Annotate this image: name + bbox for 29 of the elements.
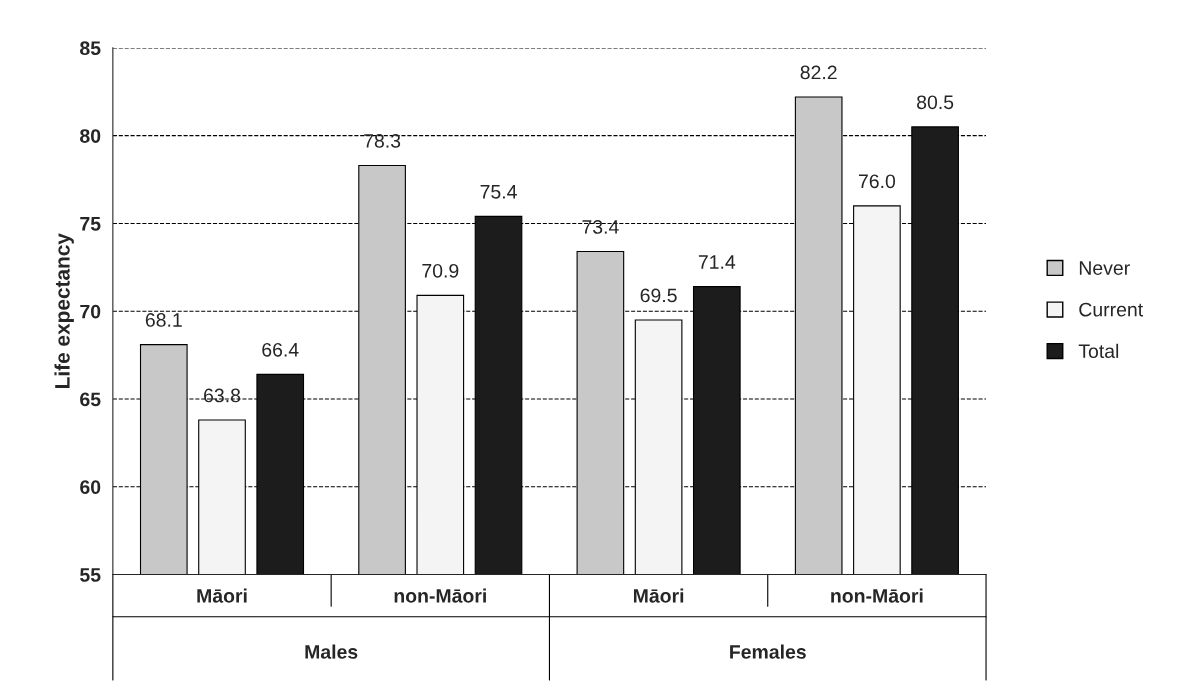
data-label: 80.5 [917,95,954,110]
y-tick-label: 70 [80,304,101,319]
legend-label: Never [1079,261,1130,275]
y-tick-label: 85 [80,41,101,56]
text: Females [730,644,806,659]
y-tick-label: 80 [80,129,101,143]
data-label: 82.2 [800,65,837,80]
data-label: 75.4 [480,185,517,199]
x-tick-label: Māori [197,588,247,603]
y-tick-label: 60 [80,480,101,495]
data-label: 78.3 [364,134,401,148]
data-label: 70.9 [422,263,459,278]
x-tick-label: non-Māori [394,588,486,603]
y-tick-label: 75 [80,217,101,231]
y-tick-label: 65 [80,392,101,407]
data-label: 71.4 [698,255,736,269]
data-label: 76.0 [858,174,896,189]
x-tick-label: non-Māori [831,588,923,603]
text: Males [305,644,358,659]
data-label: 69.5 [640,288,677,303]
y-axis-title: Life expectancy [54,233,74,388]
data-label: 68.1 [145,313,182,327]
data-label: 63.8 [204,388,241,403]
y-tick-label: 55 [80,568,101,582]
legend-label: Current [1079,302,1143,317]
data-label: 66.4 [262,342,299,357]
x-tick-label: Māori [633,588,684,603]
legend-label: Total [1078,343,1119,359]
data-label: 73.4 [582,220,619,234]
